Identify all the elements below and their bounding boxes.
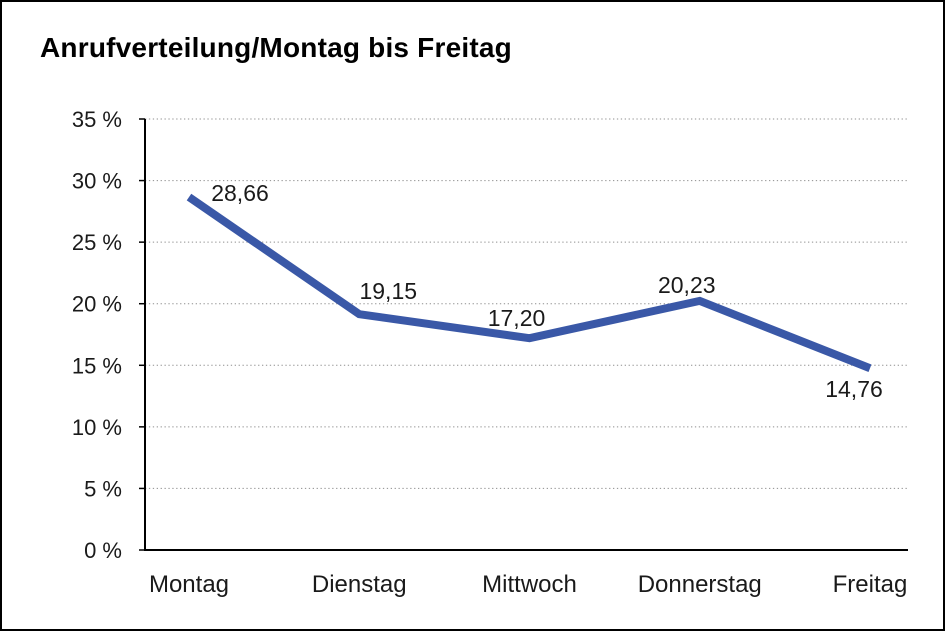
data-point-label: 14,76 (825, 376, 883, 402)
y-axis-tick-label: 0 % (84, 538, 122, 563)
y-axis-tick-label: 20 % (72, 292, 122, 317)
y-axis-tick-label: 10 % (72, 415, 122, 440)
y-axis-tick-label: 35 % (72, 107, 122, 132)
x-axis-category-label: Donnerstag (638, 571, 762, 598)
series-line (186, 193, 872, 372)
data-point-label: 28,66 (211, 180, 269, 206)
y-axis-tick-label: 25 % (72, 230, 122, 255)
y-axis-tick-label: 15 % (72, 353, 122, 378)
x-axis-category-label: Mittwoch (482, 571, 577, 598)
y-axis-tick-label: 5 % (84, 476, 122, 501)
data-point-label: 17,20 (488, 305, 546, 331)
x-axis-category-label: Dienstag (312, 571, 407, 598)
x-axis-category-label: Montag (149, 571, 229, 598)
data-point-label: 19,15 (359, 278, 417, 304)
data-point-label: 20,23 (658, 272, 716, 298)
chart-title: Anrufverteilung/Montag bis Freitag (40, 32, 512, 63)
y-axis-tick-label: 30 % (72, 169, 122, 194)
x-axis-category-label: Freitag (833, 571, 908, 598)
